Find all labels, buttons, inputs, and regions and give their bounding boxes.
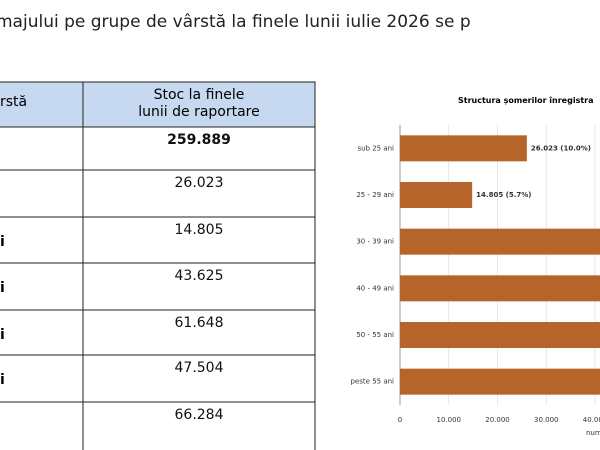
- row-value: 61.648: [175, 315, 224, 331]
- table-cell: [0, 262, 84, 311]
- row-value: 14.805: [175, 222, 224, 238]
- x-tick-label: 10.000: [437, 416, 462, 424]
- row-value: 26.023: [175, 175, 224, 191]
- header-cell: [0, 81, 84, 128]
- table-cell: [0, 216, 84, 264]
- table-cell: [82, 401, 316, 450]
- chart-title: Structura șomerilor înregistra: [458, 96, 594, 106]
- y-tick-label: 30 - 39 ani: [356, 238, 394, 246]
- row-label: i: [0, 327, 5, 343]
- y-tick-label: 50 - 55 ani: [356, 331, 394, 339]
- table-cell: [0, 309, 84, 356]
- y-tick-label: peste 55 ani: [351, 378, 395, 386]
- table-cell: [82, 262, 316, 311]
- table: rstă Stoc la finele lunii de raportare 259.…: [0, 81, 316, 450]
- x-tick-label: 20.000: [485, 416, 510, 424]
- y-tick-label: 25 - 29 ani: [356, 191, 394, 199]
- data-label: 14.805 (5.7%): [476, 191, 531, 199]
- x-tick-label: 30.000: [534, 416, 559, 424]
- header-cell: [82, 81, 316, 128]
- table-cell: [0, 169, 84, 218]
- header-text: Stoc la finele lunii de raportare: [138, 87, 260, 120]
- table-cell: [82, 169, 316, 218]
- bar: [400, 368, 600, 395]
- bar: [400, 182, 473, 208]
- table-cell: [82, 216, 316, 264]
- y-tick-label: 40 - 49 ani: [356, 284, 394, 292]
- table-cell: [0, 354, 84, 403]
- x-axis-label: num: [586, 429, 600, 437]
- bar: [400, 228, 600, 255]
- chart: Structura șomerilor înregistra 0 10.000 20.…: [351, 96, 600, 437]
- table-cell: [0, 401, 84, 450]
- row-label: i: [0, 372, 5, 388]
- bar: [400, 322, 600, 348]
- row-label: i: [0, 234, 5, 250]
- y-tick-label: sub 25 ani: [357, 144, 394, 152]
- bar: [400, 135, 527, 162]
- table-cell: [82, 309, 316, 356]
- x-tick-label: 0: [398, 416, 402, 424]
- x-tick-label: 40.000: [583, 416, 600, 424]
- bar: [400, 275, 600, 302]
- table-cell: [82, 354, 316, 403]
- plot: 0 10.000 20.000 30.000 40.000 26.023 (10.0%) 1…: [398, 125, 600, 437]
- row-label: i: [0, 280, 5, 296]
- row-value: 43.625: [175, 268, 224, 284]
- row-value: 47.504: [175, 360, 224, 376]
- heading: majului pe grupe de vârstă la finele lun…: [0, 12, 471, 32]
- header-text: rstă: [0, 94, 27, 110]
- row-value: 259.889: [167, 132, 231, 148]
- data-label: 26.023 (10.0%): [531, 144, 591, 152]
- row-value: 66.284: [175, 407, 224, 423]
- table-cell: [0, 126, 84, 171]
